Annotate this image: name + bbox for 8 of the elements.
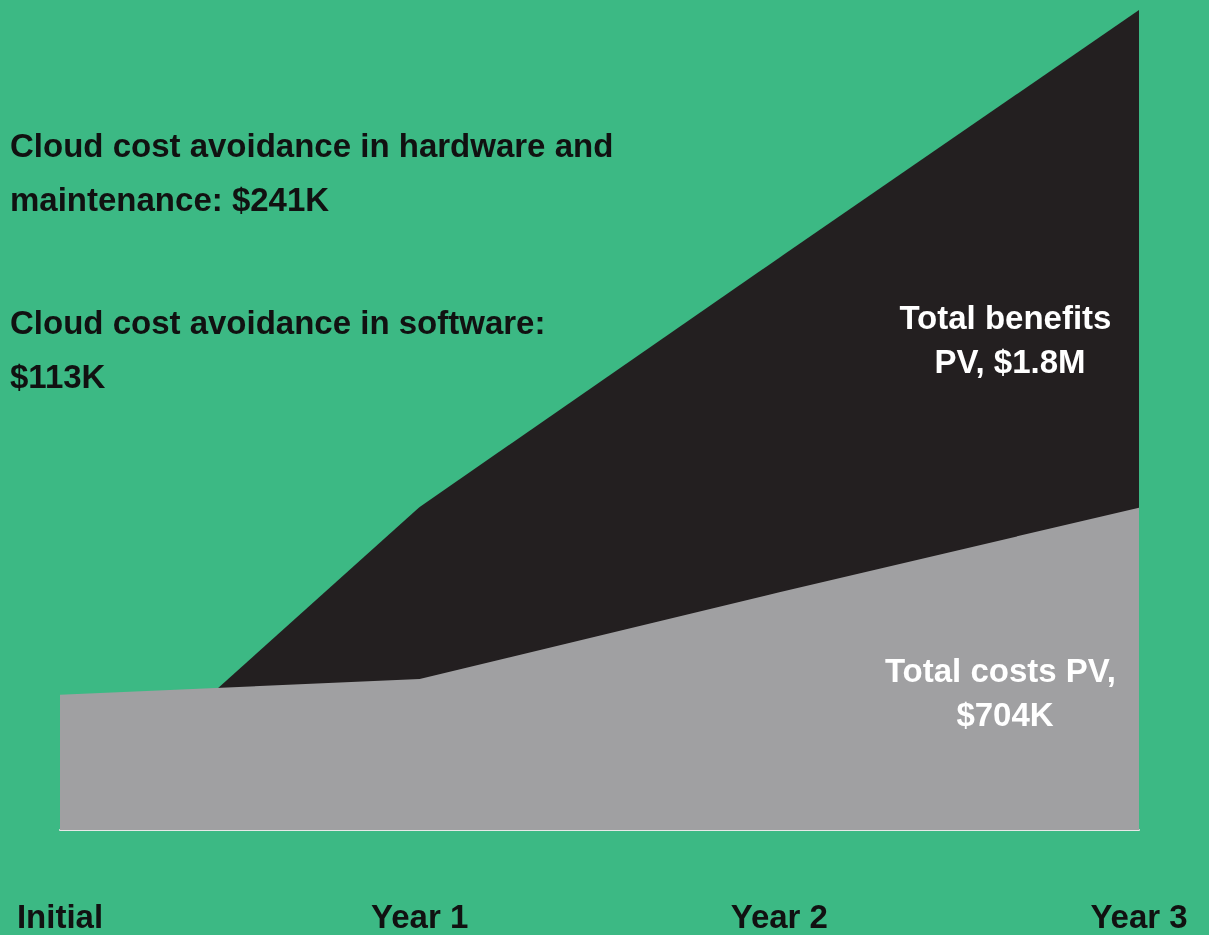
- x-tick-label: Year 2: [730, 898, 828, 935]
- annotation: Total benefits PV, $1.8M: [899, 298, 1121, 380]
- x-tick-label: Initial: [16, 898, 104, 935]
- annotation: Cloud cost avoidance in hardware and maintenance: $241K: [10, 126, 623, 218]
- x-tick-label: Year 3: [1090, 898, 1188, 935]
- annotation: Cloud cost avoidance in software: $113K: [10, 303, 555, 395]
- x-tick-label: Year 1: [371, 898, 469, 935]
- annotation: Total costs PV, $704K: [884, 651, 1126, 733]
